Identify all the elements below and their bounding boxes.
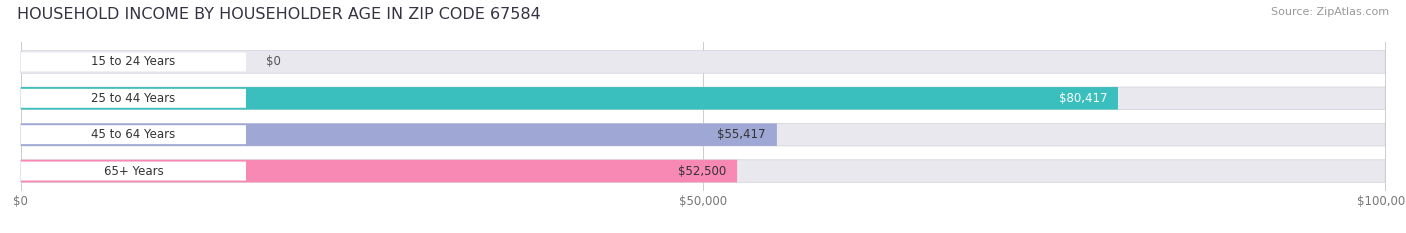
Text: 65+ Years: 65+ Years — [104, 164, 163, 178]
Text: Source: ZipAtlas.com: Source: ZipAtlas.com — [1271, 7, 1389, 17]
FancyBboxPatch shape — [21, 87, 1385, 110]
FancyBboxPatch shape — [21, 123, 778, 146]
FancyBboxPatch shape — [21, 89, 246, 108]
Text: $55,417: $55,417 — [717, 128, 766, 141]
Text: HOUSEHOLD INCOME BY HOUSEHOLDER AGE IN ZIP CODE 67584: HOUSEHOLD INCOME BY HOUSEHOLDER AGE IN Z… — [17, 7, 541, 22]
Text: $80,417: $80,417 — [1059, 92, 1107, 105]
Text: $52,500: $52,500 — [678, 164, 725, 178]
FancyBboxPatch shape — [21, 87, 1118, 110]
Text: $0: $0 — [267, 55, 281, 69]
Text: 25 to 44 Years: 25 to 44 Years — [91, 92, 176, 105]
FancyBboxPatch shape — [21, 160, 737, 182]
FancyBboxPatch shape — [21, 160, 1385, 182]
FancyBboxPatch shape — [21, 52, 246, 72]
Text: 15 to 24 Years: 15 to 24 Years — [91, 55, 176, 69]
FancyBboxPatch shape — [21, 51, 1385, 73]
Text: 45 to 64 Years: 45 to 64 Years — [91, 128, 176, 141]
FancyBboxPatch shape — [21, 123, 1385, 146]
FancyBboxPatch shape — [21, 161, 246, 181]
FancyBboxPatch shape — [21, 125, 246, 144]
